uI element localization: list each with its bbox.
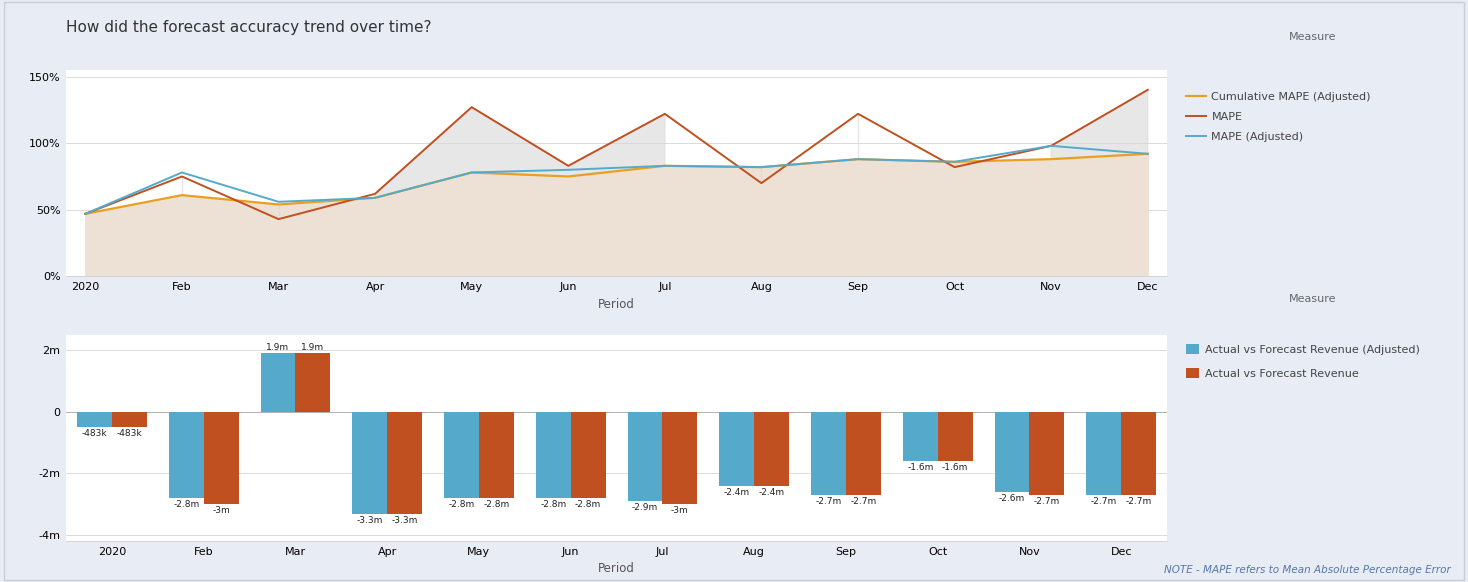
Bar [479,411,514,498]
Bar [261,353,295,411]
Text: -2.9m: -2.9m [631,503,658,512]
Text: -2.8m: -2.8m [483,500,509,509]
Text: -2.4m: -2.4m [724,488,750,497]
Text: Measure: Measure [1289,294,1336,304]
Text: -2.4m: -2.4m [759,488,785,497]
Bar [938,411,972,461]
Bar [719,411,755,486]
Text: -3.3m: -3.3m [357,516,383,524]
Bar [352,411,388,513]
Bar [755,411,790,486]
Bar [536,411,571,498]
Text: NOTE - MAPE refers to Mean Absolute Percentage Error: NOTE - MAPE refers to Mean Absolute Perc… [1164,565,1450,575]
Bar [571,411,605,498]
Bar [627,411,662,501]
Text: -483k: -483k [116,428,142,438]
Bar [903,411,938,461]
Bar [295,353,330,411]
Text: -1.6m: -1.6m [907,463,934,472]
Text: -2.7m: -2.7m [815,497,841,506]
X-axis label: Period: Period [597,562,636,576]
Bar [662,411,697,504]
Text: -2.7m: -2.7m [1091,497,1117,506]
Bar [995,411,1029,492]
Bar [810,411,846,495]
Text: -3m: -3m [671,506,688,515]
Text: 1.9m: 1.9m [266,343,289,352]
Text: -2.7m: -2.7m [1033,497,1060,506]
Bar [1086,411,1122,495]
Text: -3m: -3m [213,506,230,515]
Legend: Cumulative MAPE (Adjusted), MAPE, MAPE (Adjusted): Cumulative MAPE (Adjusted), MAPE, MAPE (… [1186,92,1371,142]
Text: -483k: -483k [82,428,107,438]
Text: Measure: Measure [1289,32,1336,42]
Bar [76,411,112,427]
Bar [112,411,147,427]
Bar [388,411,423,513]
Bar [846,411,881,495]
Text: -2.7m: -2.7m [1126,497,1152,506]
X-axis label: Period: Period [597,297,636,311]
Text: -2.8m: -2.8m [173,500,200,509]
Bar [204,411,238,504]
Text: -2.8m: -2.8m [575,500,602,509]
Bar [443,411,479,498]
Text: -2.8m: -2.8m [448,500,474,509]
Bar [169,411,204,498]
Text: -1.6m: -1.6m [942,463,969,472]
Text: -2.6m: -2.6m [998,494,1025,503]
Bar [1122,411,1157,495]
Text: How did the forecast accuracy trend over time?: How did the forecast accuracy trend over… [66,20,432,36]
Text: -3.3m: -3.3m [392,516,418,524]
Bar [1029,411,1064,495]
Text: -2.7m: -2.7m [850,497,876,506]
Legend: Actual vs Forecast Revenue (Adjusted), Actual vs Forecast Revenue: Actual vs Forecast Revenue (Adjusted), A… [1186,345,1420,379]
Text: 1.9m: 1.9m [301,343,324,352]
Text: -2.8m: -2.8m [540,500,567,509]
